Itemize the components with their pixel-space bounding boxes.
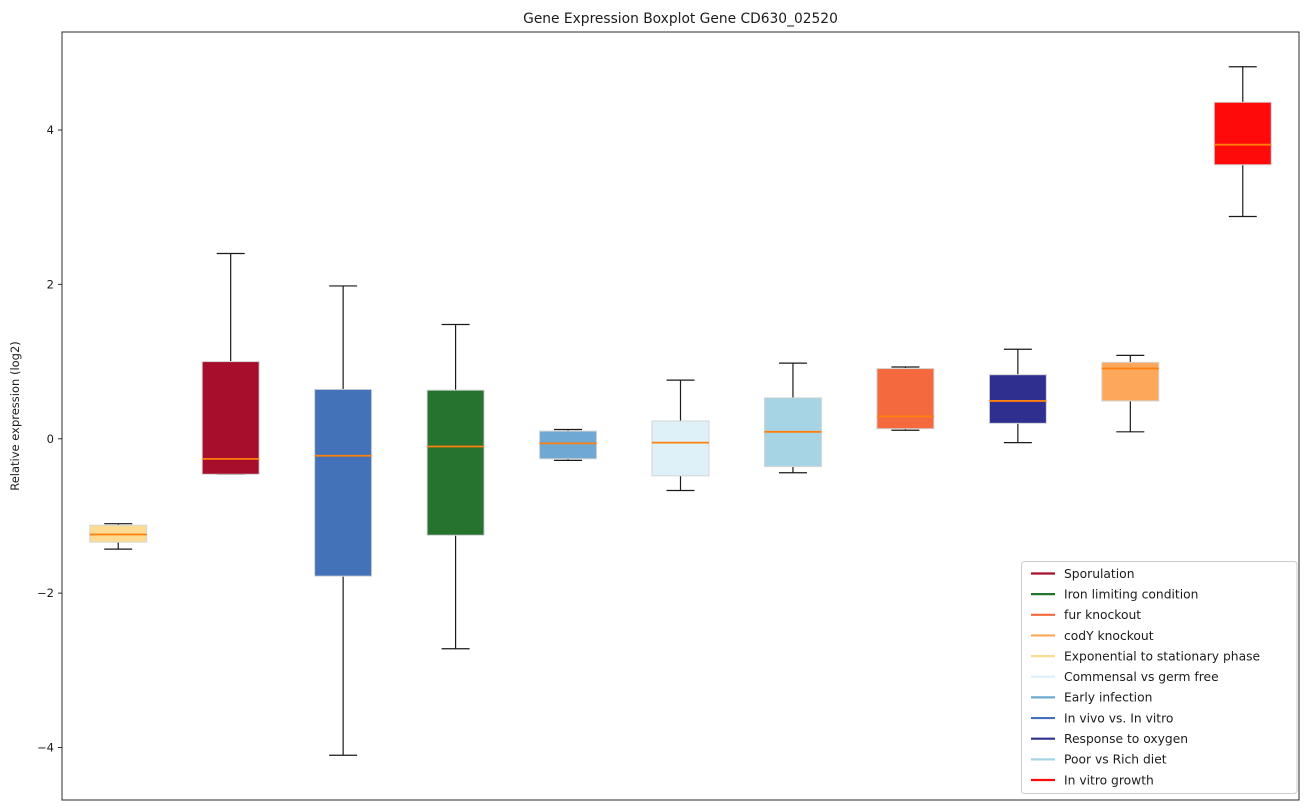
legend-label: Exponential to stationary phase — [1064, 649, 1260, 663]
iqr-box — [651, 420, 710, 477]
y-tick-label: −4 — [37, 741, 54, 755]
legend-label: fur knockout — [1064, 608, 1141, 622]
legend-label: Sporulation — [1064, 567, 1135, 581]
plot-border — [61, 31, 1300, 801]
box-poor-vs-rich-diet — [763, 362, 822, 474]
iqr-box — [988, 374, 1047, 424]
plot-render-layer: −4 −2 0 2 4 Sporulation Iron limiting conditio… — [37, 31, 1300, 801]
box-in-vivo-vs-in-vitro — [314, 285, 373, 756]
y-tick-label: −2 — [37, 586, 54, 600]
legend-label: Commensal vs germ free — [1064, 670, 1219, 684]
box-cody-knockout — [1101, 354, 1160, 433]
y-axis-label: Relative expression (log2) — [8, 341, 22, 491]
iqr-box — [539, 430, 598, 460]
chart-title: Gene Expression Boxplot Gene CD630_02520 — [523, 11, 838, 27]
y-tick-label: 2 — [47, 277, 54, 291]
box-fur-knockout — [876, 366, 935, 431]
y-tick-label: 4 — [47, 123, 54, 137]
legend-label: Response to oxygen — [1064, 732, 1188, 746]
iqr-box — [201, 361, 260, 475]
legend-label: Iron limiting condition — [1064, 587, 1198, 601]
box-in-vitro-growth — [1213, 66, 1272, 218]
legend-label: codY knockout — [1064, 629, 1154, 643]
iqr-box — [876, 368, 935, 430]
legend-label: In vivo vs. In vitro — [1064, 711, 1173, 725]
legend-label: Poor vs Rich diet — [1064, 753, 1167, 767]
legend-label: In vitro growth — [1064, 773, 1154, 787]
box-iron-limiting-condition — [426, 323, 485, 650]
legend-label: Early infection — [1064, 691, 1152, 705]
box-early-infection — [539, 428, 598, 461]
box-exponential-to-stationary-phase — [89, 523, 148, 550]
iqr-box — [314, 388, 373, 577]
iqr-box — [426, 389, 485, 536]
legend: Sporulation Iron limiting condition fur kn… — [1021, 561, 1298, 794]
box-commensal-vs-germ-free — [651, 379, 710, 492]
box-response-to-oxygen — [988, 348, 1047, 444]
box-sporulation — [201, 252, 260, 475]
y-tick-label: 0 — [47, 432, 54, 446]
legend-box — [1021, 561, 1298, 794]
iqr-box — [1213, 101, 1272, 166]
